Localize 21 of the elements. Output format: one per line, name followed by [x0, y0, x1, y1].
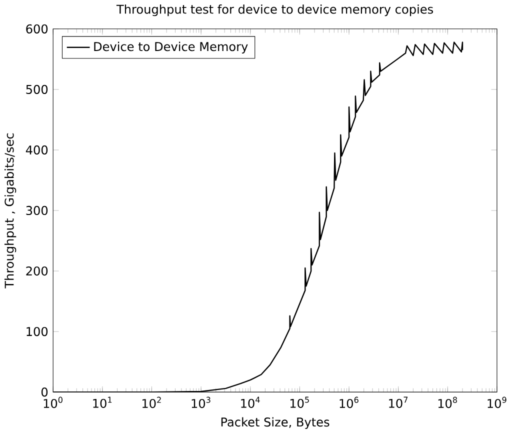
- x-tick-label: 10$^{8}$: [438, 396, 457, 408]
- y-tick-label: 500: [26, 84, 48, 94]
- x-tick-label: 10$^{7}$: [389, 396, 408, 408]
- y-tick-label: 0: [41, 387, 48, 396]
- y-tick-label: 300: [26, 206, 48, 215]
- x-tick-label: 10$^{6}$: [340, 396, 358, 408]
- x-axis-title: Packet Size, Bytes: [221, 417, 330, 429]
- y-tick-label: 100: [26, 326, 48, 336]
- x-tick-label: 10$^{3}$: [192, 396, 210, 408]
- chart-title: Throughput test for device to device memory copies: [116, 4, 434, 16]
- y-tick-label: 400: [26, 145, 48, 154]
- x-tick-label: 10$^{5}$: [290, 396, 309, 408]
- x-tick-label: 10$^{9}$: [488, 396, 506, 408]
- y-axis-title: Throughput , Gigabits/sec: [4, 133, 16, 288]
- x-tick-label: 10$^{1}$: [93, 396, 112, 408]
- legend-label: Device to Device Memory: [94, 42, 248, 54]
- x-tick-label: 10$^{2}$: [142, 396, 161, 408]
- y-tick-label: 200: [26, 266, 48, 276]
- y-tick-label: 600: [26, 24, 48, 34]
- x-tick-label: 10$^{0}$: [44, 396, 62, 408]
- x-tick-label: 10$^{4}$: [241, 396, 260, 408]
